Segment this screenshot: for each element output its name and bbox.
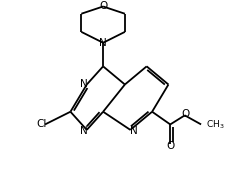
Text: O: O <box>99 1 107 11</box>
Text: O: O <box>181 109 189 119</box>
Text: N: N <box>79 79 87 89</box>
Text: O: O <box>165 141 174 151</box>
Text: CH$_3$: CH$_3$ <box>205 118 223 131</box>
Text: N: N <box>79 126 87 136</box>
Text: Cl: Cl <box>36 120 47 130</box>
Text: N: N <box>129 126 137 136</box>
Text: N: N <box>99 38 106 48</box>
